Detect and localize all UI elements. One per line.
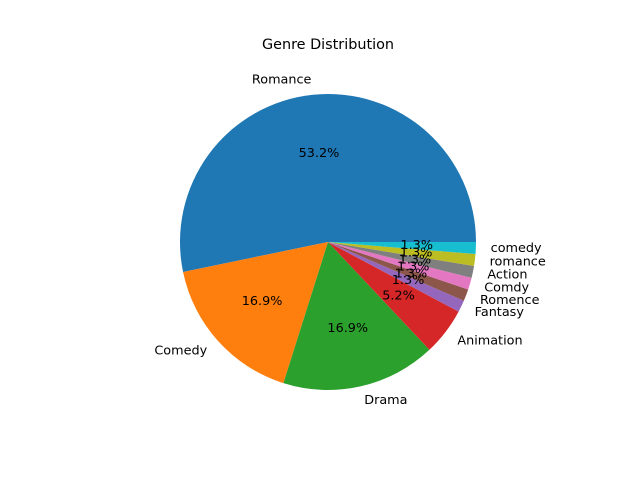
pie-slice-animation-3	[328, 242, 459, 350]
category-label-animation-3: Animation	[457, 333, 522, 348]
percent-labels: 53.2%16.9%16.9%5.2%1.3%1.3%1.3%1.3%1.3%1…	[242, 146, 433, 336]
percent-label-comedy-1: 16.9%	[242, 294, 283, 309]
percent-label-romance-0: 53.2%	[299, 146, 340, 161]
category-label-romance-0: Romance	[252, 73, 312, 88]
pie-slices	[180, 93, 476, 390]
pie-slice-fantasy-4	[328, 242, 464, 312]
pie-slice-romance-0	[180, 93, 476, 272]
percent-label-comdy-6: 1.3%	[397, 260, 430, 275]
category-label-romence-5: Romence	[480, 293, 540, 308]
pie-slice-romance-8	[328, 242, 476, 267]
percent-label-romance-8: 1.3%	[400, 245, 433, 260]
pie-slice-comedy-1	[183, 242, 328, 384]
category-label-drama-2: Drama	[364, 393, 407, 408]
percent-label-action-7: 1.3%	[399, 252, 432, 267]
pie-slice-comedy-9	[328, 242, 476, 255]
percent-label-drama-2: 16.9%	[327, 321, 368, 336]
pie-slice-action-7	[328, 242, 475, 278]
category-label-comedy-1: Comedy	[154, 344, 207, 359]
category-label-fantasy-4: Fantasy	[475, 305, 525, 320]
percent-label-animation-3: 5.2%	[382, 288, 415, 303]
pie-slice-drama-2	[283, 242, 430, 390]
pie-slice-romence-5	[328, 242, 469, 301]
percent-label-comedy-9: 1.3%	[400, 238, 433, 253]
percent-label-fantasy-4: 1.3%	[392, 273, 425, 288]
category-label-comdy-6: Comdy	[484, 280, 529, 295]
chart-title: Genre Distribution	[262, 37, 394, 53]
percent-label-romence-5: 1.3%	[395, 266, 428, 281]
category-label-romance-8: romance	[490, 254, 546, 269]
pie-slice-comdy-6	[328, 242, 472, 290]
category-labels: Romance Comedy Drama Animation FantasyRomenc…	[154, 73, 545, 409]
category-label-comedy-9: comedy	[491, 241, 542, 256]
category-label-action-7: Action	[487, 267, 527, 282]
